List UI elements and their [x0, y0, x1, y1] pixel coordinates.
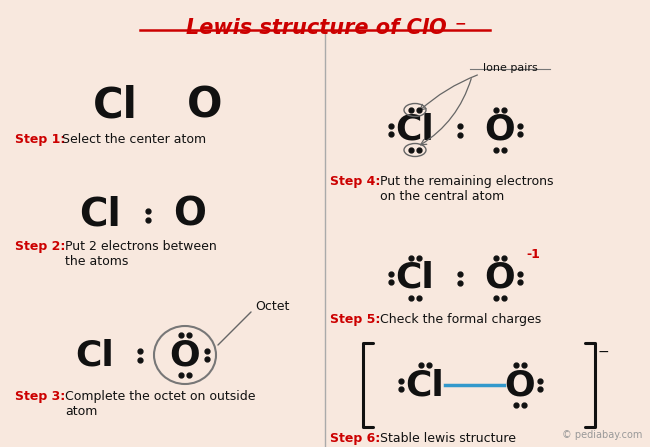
Text: Octet: Octet: [255, 300, 289, 313]
Text: Put the remaining electrons
on the central atom: Put the remaining electrons on the centr…: [380, 175, 554, 203]
Text: O: O: [504, 368, 536, 402]
Text: Step 6:: Step 6:: [330, 432, 380, 445]
Text: O: O: [485, 261, 515, 295]
Text: Cl: Cl: [396, 261, 434, 295]
Text: Cl: Cl: [79, 196, 121, 234]
Text: lone pairs: lone pairs: [482, 63, 538, 73]
Text: Step 5:: Step 5:: [330, 313, 380, 326]
Text: Cl: Cl: [406, 368, 445, 402]
Text: O: O: [485, 113, 515, 147]
Text: Complete the octet on outside
atom: Complete the octet on outside atom: [65, 390, 255, 418]
Text: Step 3:: Step 3:: [15, 390, 65, 403]
Text: O: O: [170, 338, 200, 372]
Text: -1: -1: [526, 248, 540, 261]
Text: Select the center atom: Select the center atom: [62, 133, 206, 146]
Text: Cl: Cl: [92, 84, 137, 126]
Text: © pediabay.com: © pediabay.com: [562, 430, 642, 440]
Text: Put 2 electrons between
the atoms: Put 2 electrons between the atoms: [65, 240, 216, 268]
Text: Stable lewis structure: Stable lewis structure: [380, 432, 516, 445]
Text: −: −: [455, 16, 467, 30]
Text: Step 2:: Step 2:: [15, 240, 66, 253]
Text: O: O: [174, 196, 207, 234]
Text: Step 4:: Step 4:: [330, 175, 380, 188]
Text: −: −: [598, 345, 610, 359]
Text: Step 1:: Step 1:: [15, 133, 66, 146]
Text: O: O: [187, 84, 223, 126]
Text: Check the formal charges: Check the formal charges: [380, 313, 541, 326]
Text: Cl: Cl: [396, 113, 434, 147]
Text: Cl: Cl: [75, 338, 114, 372]
Text: Lewis structure of ClO: Lewis structure of ClO: [186, 18, 447, 38]
